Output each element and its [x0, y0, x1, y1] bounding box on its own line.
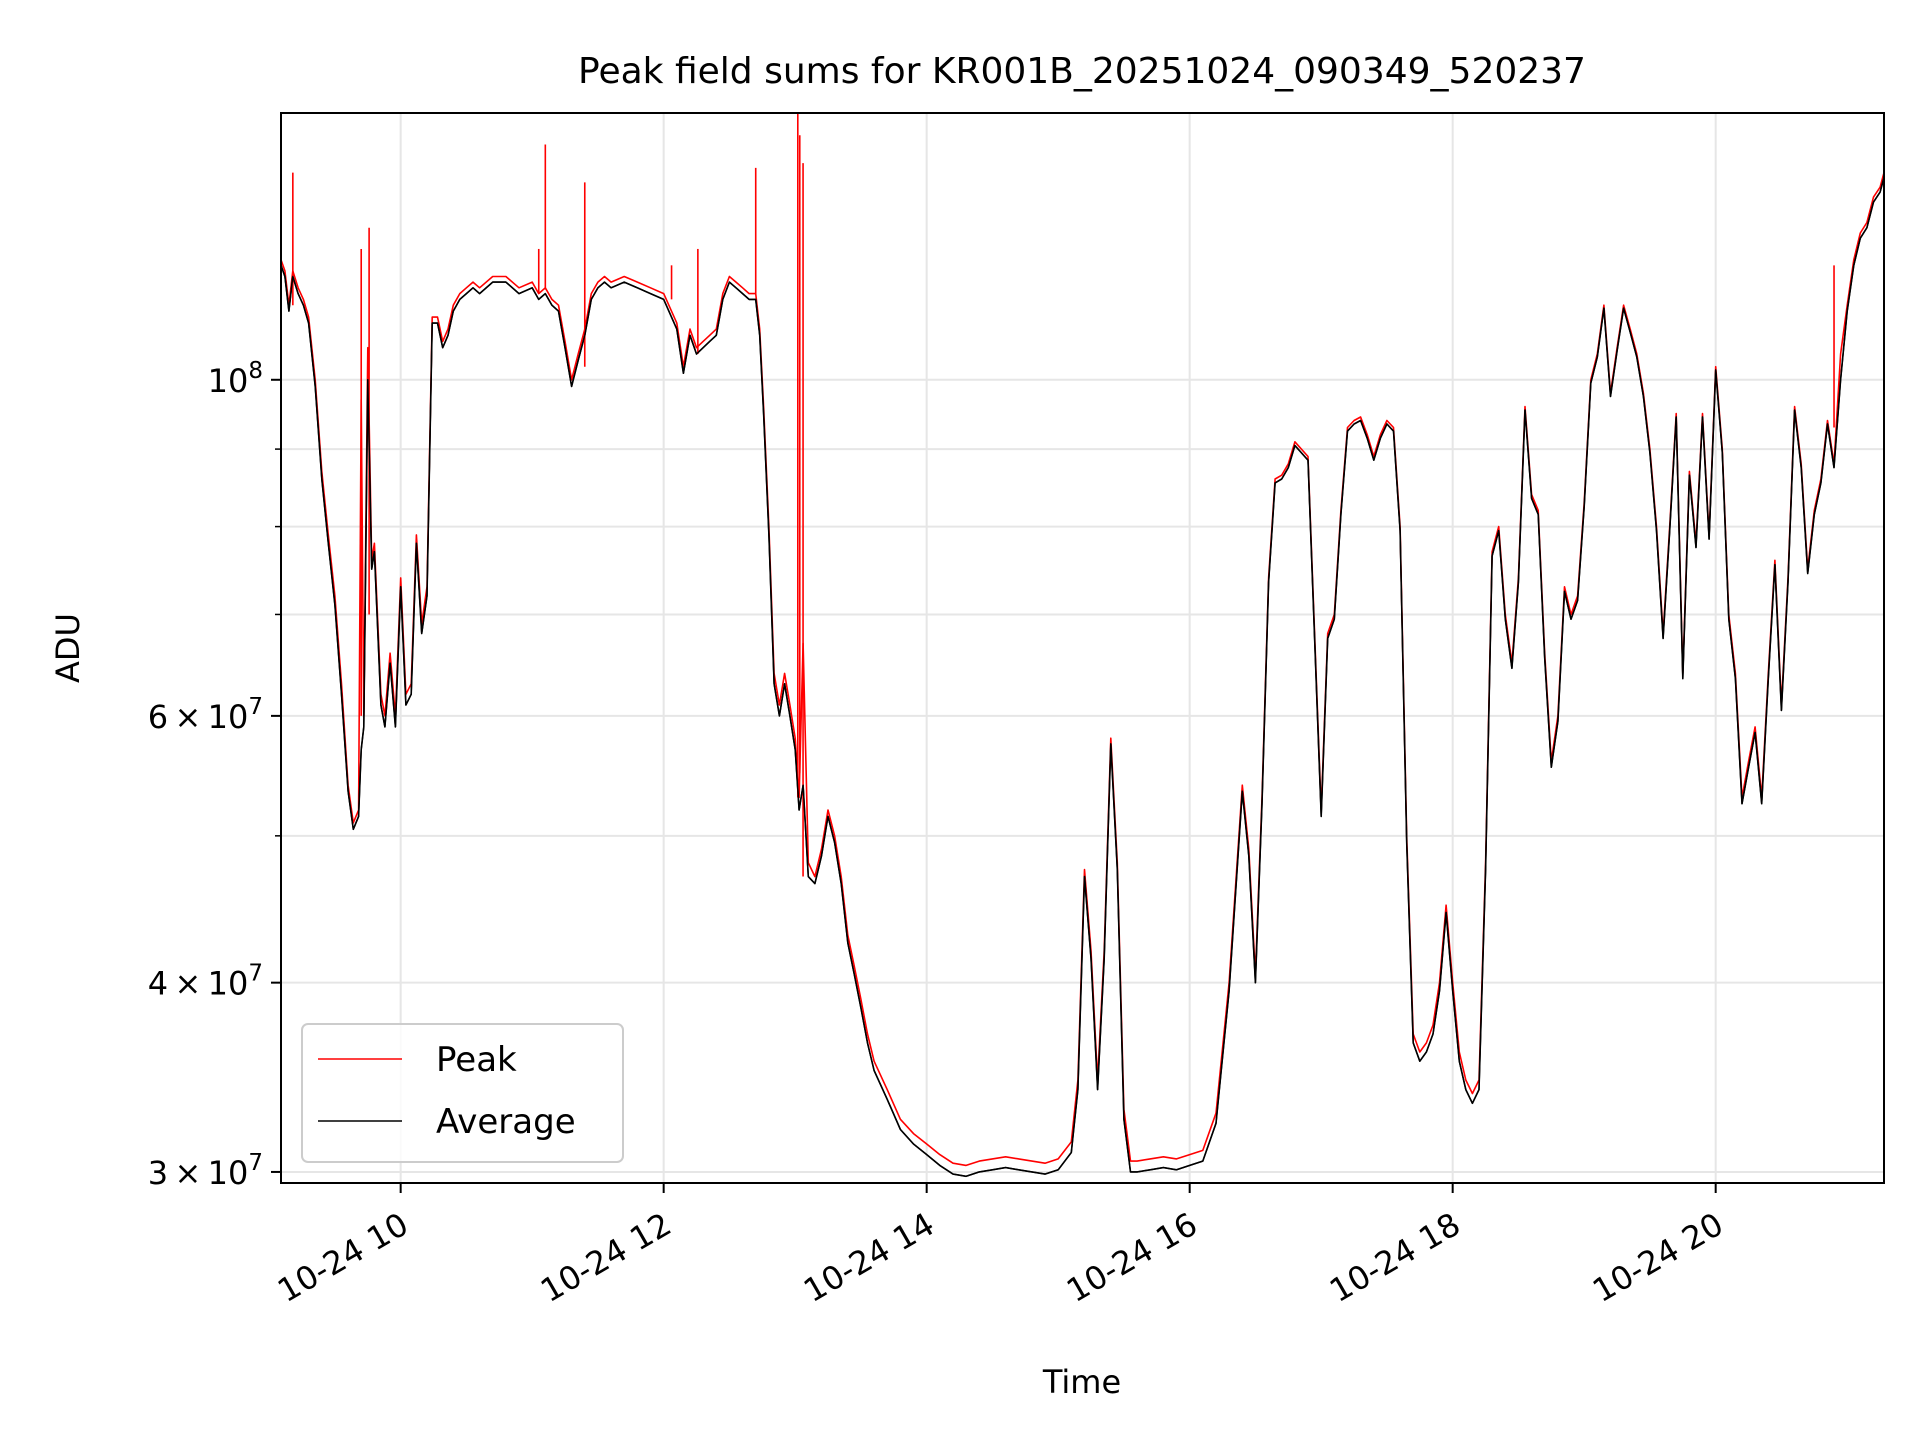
plot-series — [281, 113, 1884, 1178]
y-tick-label: 3 × 107 — [148, 1150, 263, 1192]
chart-title: Peak field sums for KR001B_20251024_0903… — [578, 51, 1586, 92]
plot-frame — [280, 112, 1885, 1184]
y-axis-label: ADU — [49, 613, 87, 683]
series-group — [281, 113, 1884, 1178]
legend-peak-label: Peak — [436, 1040, 517, 1080]
x-axis-label: Time — [1042, 1363, 1121, 1401]
legend: Peak Average — [301, 1023, 624, 1163]
gridlines — [281, 113, 1884, 1183]
y-tick-label: 108 — [208, 358, 263, 400]
legend-average-label: Average — [436, 1102, 576, 1142]
y-tick-label: 6 × 107 — [148, 694, 263, 736]
average-series-line-overlay — [281, 177, 1884, 1178]
y-axis: 3 × 107 4 × 107 6 × 107 108 — [148, 358, 281, 1192]
y-tick-label: 4 × 107 — [148, 961, 263, 1003]
